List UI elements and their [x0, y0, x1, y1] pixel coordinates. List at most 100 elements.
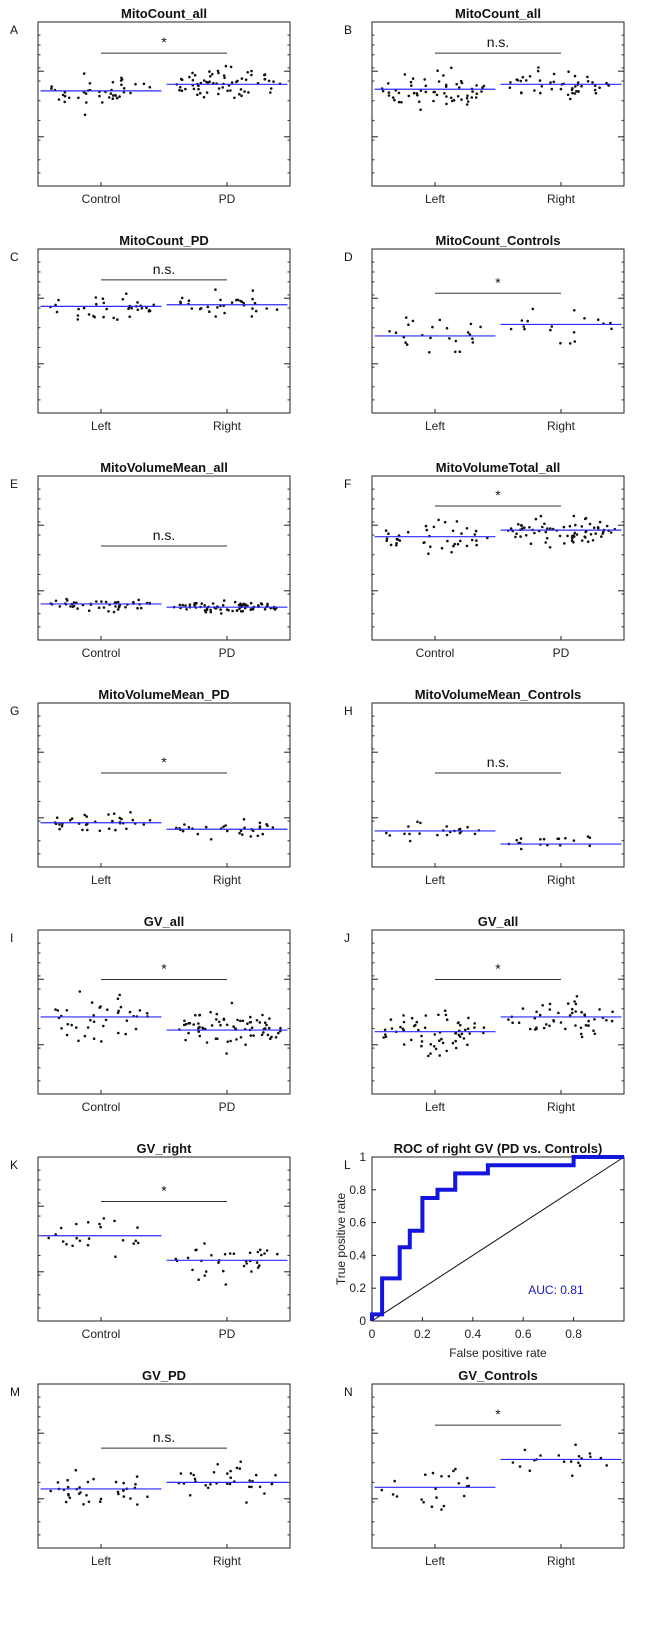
- data-point: [81, 828, 84, 832]
- data-point: [94, 296, 98, 299]
- data-point: [548, 1024, 551, 1028]
- panel-g: G MitoVolumeMean_PD Left Right *: [10, 687, 291, 887]
- plot-frame: [371, 475, 625, 641]
- data-point: [475, 543, 479, 547]
- data-point: [445, 102, 448, 106]
- data-point: [222, 599, 226, 602]
- data-point: [107, 96, 111, 99]
- data-point: [418, 832, 421, 835]
- data-point: [122, 90, 126, 94]
- data-point: [217, 1261, 220, 1264]
- data-point: [184, 87, 187, 91]
- data-point: [209, 608, 212, 612]
- data-point: [528, 75, 532, 78]
- data-point: [246, 1022, 249, 1025]
- data-point: [67, 96, 71, 100]
- category-label: Control: [82, 646, 121, 660]
- data-point: [54, 599, 58, 603]
- data-point: [575, 533, 579, 536]
- data-point: [424, 1473, 427, 1476]
- data-point: [578, 1464, 582, 1467]
- data-point: [454, 339, 458, 343]
- data-point: [397, 100, 401, 104]
- data-point: [118, 95, 121, 98]
- data-point: [450, 66, 453, 70]
- data-point: [215, 1018, 218, 1021]
- data-point: [192, 87, 196, 91]
- y-axis-label: True positive rate: [334, 1193, 348, 1286]
- data-point: [438, 1039, 441, 1042]
- data-point: [380, 1488, 384, 1492]
- data-point: [550, 325, 554, 328]
- data-point: [592, 1029, 595, 1032]
- data-point: [593, 1018, 596, 1021]
- data-point: [550, 87, 554, 91]
- data-point: [417, 100, 421, 104]
- data-point: [229, 65, 233, 69]
- data-point: [255, 1261, 259, 1264]
- data-point: [238, 831, 241, 835]
- data-point: [142, 82, 146, 86]
- data-point: [244, 78, 248, 81]
- data-point: [457, 828, 461, 831]
- data-point: [454, 1031, 458, 1035]
- data-point: [436, 69, 439, 72]
- data-point: [584, 516, 588, 520]
- category-label: Left: [91, 419, 112, 433]
- data-point: [431, 1471, 435, 1475]
- significance-label: *: [161, 34, 167, 50]
- data-point: [415, 1020, 419, 1024]
- data-point: [86, 1243, 90, 1247]
- data-point: [216, 69, 220, 73]
- data-point: [432, 99, 435, 103]
- data-point: [609, 531, 613, 534]
- data-point: [202, 95, 206, 99]
- panel-label: K: [10, 1158, 18, 1172]
- data-point: [572, 839, 576, 842]
- data-point: [210, 1254, 213, 1257]
- data-point: [544, 541, 547, 544]
- data-point: [440, 1475, 443, 1478]
- data-point: [266, 604, 269, 607]
- panel-title: GV_PD: [142, 1368, 186, 1383]
- data-point: [405, 343, 409, 346]
- panel-label: C: [10, 250, 19, 264]
- data-point: [136, 301, 139, 304]
- data-point: [232, 1025, 235, 1028]
- data-point: [105, 307, 108, 311]
- data-point: [58, 823, 61, 826]
- data-point: [113, 1219, 116, 1223]
- data-point: [557, 1011, 560, 1015]
- data-point: [86, 828, 89, 832]
- data-point: [450, 99, 454, 103]
- data-point: [85, 815, 88, 818]
- data-point: [246, 71, 249, 74]
- data-point: [197, 84, 200, 87]
- significance-label: *: [495, 487, 501, 503]
- data-point: [263, 608, 267, 611]
- data-point: [434, 1487, 437, 1490]
- data-point: [201, 1027, 205, 1030]
- panel-label: D: [344, 250, 353, 264]
- data-point: [454, 1039, 458, 1043]
- x-tick-label: 0.6: [515, 1327, 532, 1341]
- data-point: [482, 84, 486, 88]
- data-point: [520, 527, 524, 530]
- data-point: [60, 1027, 63, 1030]
- data-point: [65, 1033, 69, 1037]
- data-point: [402, 1020, 406, 1024]
- data-point: [568, 524, 572, 528]
- data-point: [107, 827, 111, 830]
- data-point: [100, 600, 103, 603]
- data-point: [59, 1226, 63, 1230]
- data-point: [434, 1047, 438, 1051]
- data-point: [410, 1016, 414, 1020]
- data-point: [406, 530, 410, 534]
- data-point: [454, 1046, 458, 1050]
- data-point: [180, 296, 184, 300]
- data-point: [243, 826, 246, 830]
- data-point: [580, 539, 584, 542]
- data-point: [209, 1010, 212, 1014]
- data-point: [438, 318, 442, 322]
- data-point: [61, 1240, 65, 1243]
